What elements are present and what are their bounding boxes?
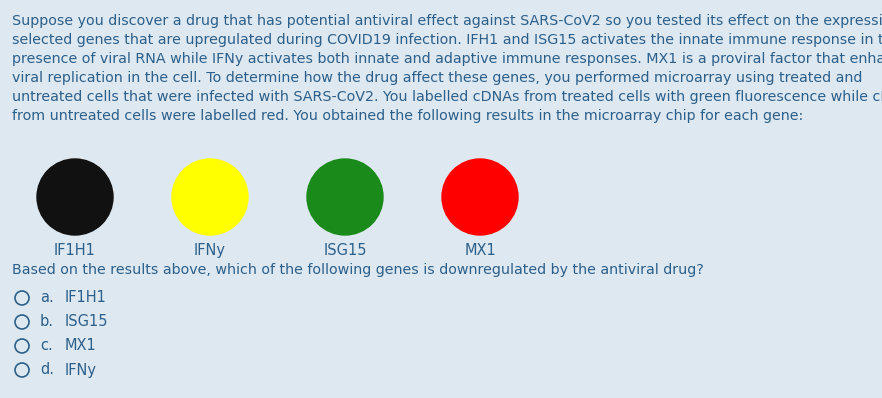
Text: MX1: MX1 [464, 243, 496, 258]
Text: d.: d. [40, 363, 54, 377]
Text: IFNy: IFNy [65, 363, 97, 377]
Text: Based on the results above, which of the following genes is downregulated by the: Based on the results above, which of the… [12, 263, 704, 277]
Text: Suppose you discover a drug that has potential antiviral effect against SARS-CoV: Suppose you discover a drug that has pot… [12, 14, 882, 28]
Text: MX1: MX1 [65, 339, 97, 353]
Circle shape [307, 159, 383, 235]
Text: presence of viral RNA while IFNy activates both innate and adaptive immune respo: presence of viral RNA while IFNy activat… [12, 52, 882, 66]
Text: untreated cells that were infected with SARS-CoV2. You labelled cDNAs from treat: untreated cells that were infected with … [12, 90, 882, 104]
Text: selected genes that are upregulated during COVID19 infection. IFH1 and ISG15 act: selected genes that are upregulated duri… [12, 33, 882, 47]
Text: ISG15: ISG15 [65, 314, 108, 330]
Circle shape [172, 159, 248, 235]
Circle shape [37, 159, 113, 235]
Text: IFNy: IFNy [194, 243, 226, 258]
Text: ISG15: ISG15 [323, 243, 367, 258]
Text: from untreated cells were labelled red. You obtained the following results in th: from untreated cells were labelled red. … [12, 109, 804, 123]
Text: a.: a. [40, 291, 54, 306]
Text: b.: b. [40, 314, 54, 330]
Text: IF1H1: IF1H1 [54, 243, 96, 258]
Text: c.: c. [40, 339, 53, 353]
Circle shape [442, 159, 518, 235]
Text: viral replication in the cell. To determine how the drug affect these genes, you: viral replication in the cell. To determ… [12, 71, 863, 85]
Text: IF1H1: IF1H1 [65, 291, 107, 306]
